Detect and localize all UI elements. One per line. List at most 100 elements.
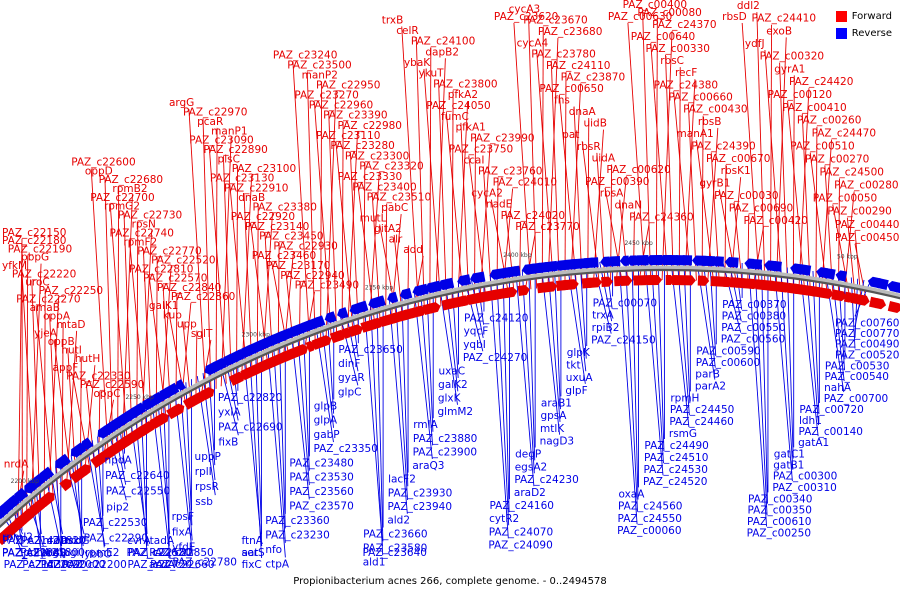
reverse-gene-label: araQ3 bbox=[412, 460, 444, 472]
scale-tick-label: 2250 kbp bbox=[125, 394, 153, 401]
reverse-gene-label: gpsA bbox=[540, 410, 567, 422]
forward-leader-line bbox=[536, 49, 555, 287]
reverse-gene-arrow bbox=[835, 270, 848, 282]
forward-gene-label: oppA bbox=[43, 310, 71, 322]
forward-leader-line bbox=[650, 42, 669, 281]
leader-lines bbox=[0, 10, 871, 559]
forward-gene-label: PAZ_c22520 bbox=[151, 254, 215, 266]
forward-gene-label: rbsD bbox=[722, 11, 747, 23]
forward-gene-label: dapB2 bbox=[425, 46, 459, 58]
forward-gene-label: PAZ_c23450 bbox=[259, 231, 323, 243]
forward-leader-line bbox=[222, 156, 232, 382]
forward-gene-label: PAZ_c24050 bbox=[426, 100, 490, 112]
reverse-leader-line bbox=[489, 275, 509, 539]
forward-gene-label: PAZ_c24110 bbox=[546, 60, 610, 72]
reverse-gene-label: fixB bbox=[218, 436, 238, 448]
forward-leader-line bbox=[136, 221, 139, 435]
forward-leader-line bbox=[320, 81, 323, 343]
forward-leader-line bbox=[43, 288, 46, 502]
forward-leader-line bbox=[775, 37, 787, 287]
forward-gene-label: PAZ_c24370 bbox=[652, 19, 716, 31]
reverse-gene-arrow bbox=[233, 348, 245, 361]
legend-label-forward: Forward bbox=[851, 11, 892, 22]
forward-leader-line bbox=[798, 88, 810, 290]
reverse-gene-label: nahA bbox=[824, 382, 852, 394]
forward-leader-line bbox=[707, 127, 719, 281]
reverse-gene-arrow bbox=[164, 382, 180, 397]
reverse-gene-label: PAZ_c24530 bbox=[643, 464, 707, 476]
reverse-gene-label: egsA2 bbox=[515, 461, 547, 473]
forward-gene-arrow bbox=[684, 275, 696, 286]
reverse-leader-line bbox=[364, 306, 383, 547]
reverse-gene-label: PAZ_c21820 bbox=[21, 535, 85, 547]
forward-gene-label: PAZ_c24420 bbox=[789, 76, 853, 88]
forward-gene-label: PAZ_c22730 bbox=[118, 210, 182, 222]
reverse-gene-label: PAZ_c23580 bbox=[363, 542, 427, 554]
forward-gene-label: cycA2 bbox=[471, 188, 503, 200]
reverse-gene-label: PAZ_c00490 bbox=[835, 339, 899, 351]
forward-gene-arrow bbox=[543, 281, 558, 293]
reverse-leader-line bbox=[850, 277, 856, 349]
reverse-gene-arrow bbox=[705, 255, 716, 267]
reverse-leader-line bbox=[541, 267, 561, 435]
forward-leader-line bbox=[363, 162, 366, 328]
forward-leader-line bbox=[756, 12, 766, 286]
forward-gene-label: PAZ_c00120 bbox=[768, 89, 832, 101]
forward-leader-line bbox=[547, 37, 559, 288]
reverse-gene-label: PAZ_c00370 bbox=[722, 299, 786, 311]
reverse-gene-label: PAZ_c00380 bbox=[722, 310, 786, 322]
reverse-leader-line bbox=[799, 269, 819, 437]
reverse-gene-label: PAZ_c24120 bbox=[464, 313, 528, 325]
forward-gene-label: galK1 bbox=[149, 300, 179, 312]
forward-gene-label: PAZ_c22700 bbox=[90, 192, 154, 204]
reverse-gene-label: PAZ_c24490 bbox=[644, 440, 708, 452]
reverse-gene-label: ssb bbox=[195, 496, 213, 508]
forward-gene-label: PAZ_c22770 bbox=[137, 245, 201, 257]
forward-leader-line bbox=[764, 49, 783, 288]
forward-gene-label: uroC bbox=[25, 277, 50, 289]
reverse-leader-line bbox=[327, 318, 335, 414]
forward-gene-label: dnaN bbox=[614, 200, 642, 212]
reverse-gene-label: argS bbox=[42, 547, 66, 559]
forward-leader-line bbox=[587, 118, 590, 284]
reverse-gene-label: ybbO bbox=[84, 548, 112, 560]
reverse-leader-line bbox=[786, 267, 794, 459]
forward-gene-label: PAZ_c24390 bbox=[691, 141, 755, 153]
reverse-gene-label: ctpA bbox=[265, 558, 290, 570]
forward-leader-line bbox=[328, 111, 338, 337]
reverse-gene-label: PAZ_c00560 bbox=[721, 334, 785, 346]
forward-leader-line bbox=[457, 101, 469, 303]
forward-gene-label: PAZ_c00620 bbox=[606, 164, 670, 176]
forward-leader-line bbox=[684, 79, 696, 281]
forward-gene-label: fhs bbox=[554, 95, 570, 107]
reverse-gene-arrow bbox=[619, 255, 629, 266]
forward-leader-line bbox=[474, 133, 476, 299]
reverse-leader-line bbox=[395, 296, 409, 501]
forward-gene-label: yfkM bbox=[2, 260, 27, 272]
forward-gene-label: PAZ_c22590 bbox=[80, 379, 144, 391]
reverse-leader-line bbox=[376, 302, 384, 542]
reverse-gene-label: fixA bbox=[172, 526, 193, 538]
reverse-gene-label: PAZ_c00350 bbox=[747, 505, 811, 517]
reverse-gene-arrow bbox=[554, 260, 566, 271]
forward-gene-label: PAZ_c22330 bbox=[66, 370, 130, 382]
forward-gene-label: PAZ_c23460 bbox=[252, 250, 316, 262]
forward-gene-label: PAZ_c22860 bbox=[171, 291, 235, 303]
reverse-gene-arrow bbox=[711, 256, 724, 267]
forward-leader-line bbox=[541, 26, 544, 288]
forward-leader-line bbox=[117, 186, 120, 448]
forward-leader-line bbox=[423, 68, 442, 306]
reverse-leader-line bbox=[676, 260, 690, 416]
forward-gene-label: pfkA2 bbox=[448, 89, 478, 101]
forward-gene-label: PAZ_c00660 bbox=[668, 92, 732, 104]
backbone-shadow bbox=[0, 265, 900, 528]
forward-gene-label: manA1 bbox=[677, 128, 714, 140]
reverse-gene-label: PAZ_c21470 bbox=[2, 535, 66, 547]
reverse-leader-line bbox=[464, 280, 484, 352]
forward-gene-label: fumC bbox=[441, 111, 469, 123]
reverse-gene-arrow bbox=[822, 268, 836, 280]
forward-gene-label: PAZ_c00670 bbox=[706, 153, 770, 165]
forward-gene-label: mtaD bbox=[57, 319, 86, 331]
reverse-gene-label: PAZ_c00770 bbox=[835, 328, 899, 340]
